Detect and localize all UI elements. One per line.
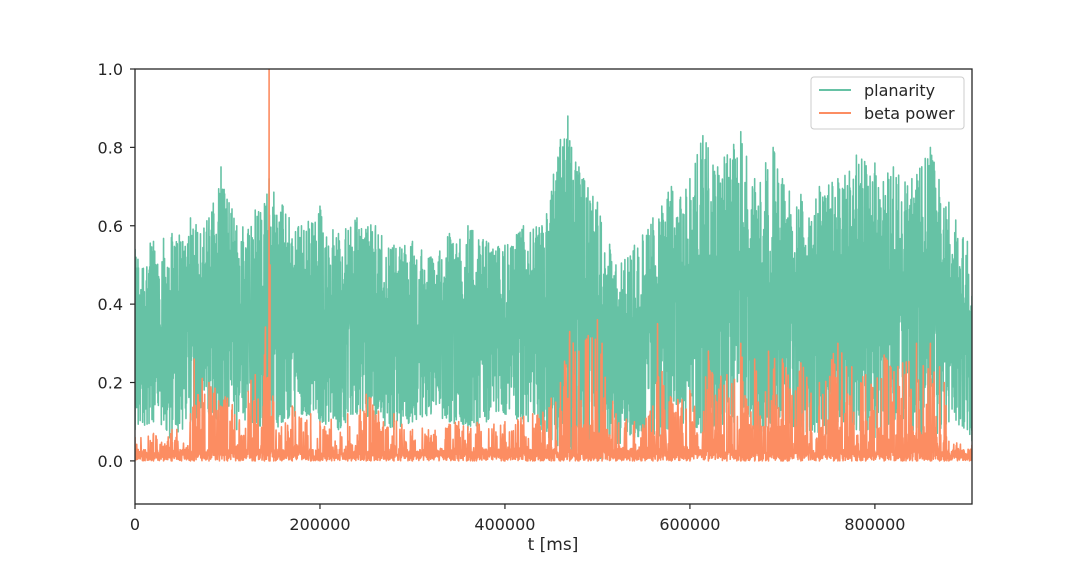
legend: planarity beta power <box>810 76 965 130</box>
y-tick-label-3: 0.6 <box>98 217 123 236</box>
x-tick-label-0: 0 <box>130 515 140 534</box>
y-tick-label-2: 0.4 <box>98 295 123 314</box>
x-tick-label-3: 600000 <box>659 515 720 534</box>
x-axis: 0 200000 400000 600000 800000 <box>130 504 905 534</box>
y-axis: 0.0 0.2 0.4 0.6 0.8 1.0 <box>98 60 135 471</box>
y-tick-label-1: 0.2 <box>98 374 123 393</box>
y-tick-label-0: 0.0 <box>98 452 123 471</box>
series-layer <box>135 69 972 462</box>
x-tick-label-1: 200000 <box>289 515 350 534</box>
y-tick-label-5: 1.0 <box>98 60 123 79</box>
x-tick-label-2: 400000 <box>474 515 535 534</box>
series-planarity <box>135 115 972 462</box>
series-beta-power <box>135 69 972 462</box>
plot-frame <box>134 68 973 505</box>
legend-label-planarity: planarity <box>864 81 935 100</box>
x-axis-label: t [ms] <box>528 535 579 555</box>
y-tick-label-4: 0.8 <box>98 138 123 157</box>
x-tick-label-4: 800000 <box>844 515 905 534</box>
legend-label-beta-power: beta power <box>864 104 955 123</box>
